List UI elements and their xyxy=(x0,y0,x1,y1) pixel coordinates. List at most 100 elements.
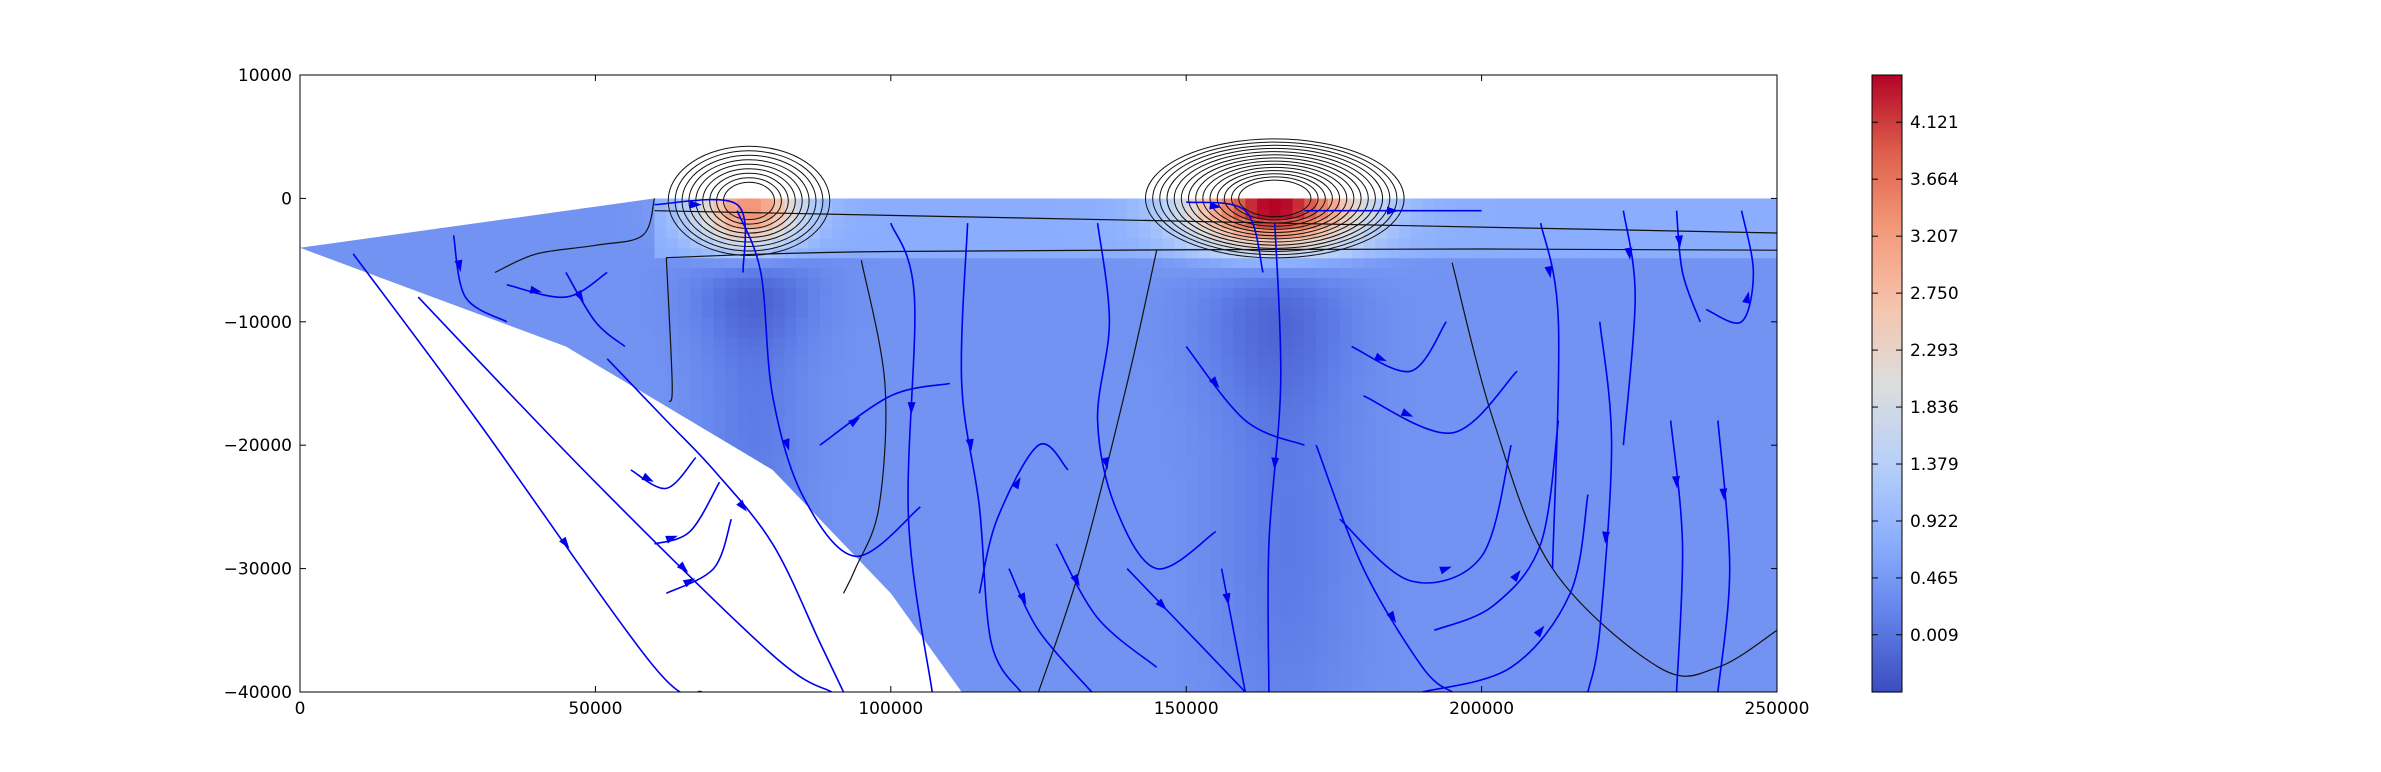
heatmap-cell xyxy=(1410,534,1424,545)
heatmap-cell xyxy=(418,277,431,288)
heatmap-cell xyxy=(1233,583,1246,594)
heatmap-cell xyxy=(1257,277,1270,288)
heatmap-cell xyxy=(512,366,526,377)
heatmap-cell xyxy=(311,445,325,456)
heatmap-cell xyxy=(1375,267,1388,278)
heatmap-cell xyxy=(1103,218,1116,229)
heatmap-cell xyxy=(737,316,750,328)
heatmap-cell xyxy=(1115,208,1128,219)
heatmap-cell xyxy=(311,336,325,348)
heatmap-cell xyxy=(465,603,478,614)
heatmap-cell xyxy=(359,573,372,585)
heatmap-cell xyxy=(701,257,715,269)
heatmap-cell xyxy=(796,494,809,506)
heatmap-cell xyxy=(902,622,916,634)
heatmap-cell xyxy=(1457,543,1471,555)
heatmap-cell xyxy=(1410,613,1424,624)
heatmap-cell xyxy=(418,326,431,338)
heatmap-cell xyxy=(441,484,455,496)
heatmap-cell xyxy=(1150,642,1164,654)
heatmap-cell xyxy=(323,573,337,585)
heatmap-cell xyxy=(335,662,348,673)
heatmap-cell xyxy=(1422,415,1435,427)
heatmap-cell xyxy=(784,603,797,614)
heatmap-cell xyxy=(1103,445,1116,456)
heatmap-cell xyxy=(642,682,656,692)
heatmap-cell xyxy=(642,425,656,436)
heatmap-cell xyxy=(1363,257,1376,269)
heatmap-cell xyxy=(867,356,880,367)
heatmap-cell xyxy=(997,622,1010,634)
heatmap-cell xyxy=(1245,395,1258,407)
heatmap-cell xyxy=(867,662,880,673)
heatmap-cell xyxy=(300,277,313,288)
heatmap-cell xyxy=(749,316,762,328)
heatmap-cell xyxy=(394,662,407,673)
heatmap-cell xyxy=(973,425,986,436)
heatmap-cell xyxy=(1150,682,1164,692)
heatmap-cell xyxy=(489,474,502,486)
heatmap-cell xyxy=(1469,297,1483,308)
heatmap-cell xyxy=(1068,376,1081,387)
heatmap-cell xyxy=(1068,672,1081,683)
heatmap-cell xyxy=(1422,504,1435,515)
heatmap-cell xyxy=(477,613,490,624)
heatmap-cell xyxy=(1032,297,1046,308)
heatmap-cell xyxy=(311,662,325,673)
heatmap-cell xyxy=(914,632,927,644)
heatmap-cell xyxy=(370,445,384,456)
heatmap-cell xyxy=(1162,672,1175,683)
heatmap-cell xyxy=(1316,672,1329,683)
heatmap-cell xyxy=(311,237,325,249)
heatmap-cell xyxy=(1327,346,1341,357)
heatmap-cell xyxy=(678,267,691,278)
heatmap-cell xyxy=(1245,652,1258,663)
heatmap-cell xyxy=(701,622,715,634)
heatmap-cell xyxy=(347,642,360,654)
heatmap-cell xyxy=(1068,346,1081,357)
heatmap-cell xyxy=(1138,524,1152,535)
heatmap-cell xyxy=(843,652,856,663)
heatmap-cell xyxy=(300,425,313,436)
heatmap-cell xyxy=(311,287,325,298)
heatmap-cell xyxy=(465,445,478,456)
heatmap-cell xyxy=(512,287,526,298)
heatmap-cell xyxy=(359,415,372,427)
heatmap-cell xyxy=(1127,237,1140,249)
heatmap-cell xyxy=(1032,237,1046,249)
heatmap-cell xyxy=(489,622,502,634)
heatmap-cell xyxy=(524,672,537,683)
heatmap-cell xyxy=(559,247,573,259)
heatmap-cell xyxy=(878,306,892,318)
heatmap-cell xyxy=(1174,464,1187,476)
heatmap-cell xyxy=(772,642,786,654)
heatmap-cell xyxy=(1434,682,1447,692)
heatmap-cell xyxy=(808,504,821,515)
heatmap-cell xyxy=(749,257,762,269)
heatmap-cell xyxy=(938,474,951,486)
heatmap-cell xyxy=(1457,366,1471,377)
heatmap-cell xyxy=(1044,247,1057,259)
heatmap-cell xyxy=(382,622,396,634)
heatmap-cell xyxy=(489,603,502,614)
heatmap-cell xyxy=(725,228,738,239)
heatmap-cell xyxy=(961,504,975,515)
heatmap-cell xyxy=(1127,425,1140,436)
heatmap-cell xyxy=(1280,613,1294,624)
heatmap-cell xyxy=(1103,228,1116,239)
heatmap-cell xyxy=(1387,198,1400,209)
heatmap-cell xyxy=(536,593,549,604)
heatmap-cell xyxy=(938,662,951,673)
heatmap-cell xyxy=(1044,425,1057,436)
heatmap-cell xyxy=(595,306,608,318)
heatmap-cell xyxy=(1351,306,1365,318)
heatmap-cell xyxy=(701,484,715,496)
heatmap-cell xyxy=(890,504,904,515)
heatmap-cell xyxy=(772,306,786,318)
heatmap-cell xyxy=(1363,346,1376,357)
heatmap-cell xyxy=(914,445,927,456)
heatmap-cell xyxy=(500,613,514,624)
heatmap-cell xyxy=(1032,524,1046,535)
heatmap-cell xyxy=(890,366,904,377)
heatmap-cell xyxy=(725,247,738,259)
